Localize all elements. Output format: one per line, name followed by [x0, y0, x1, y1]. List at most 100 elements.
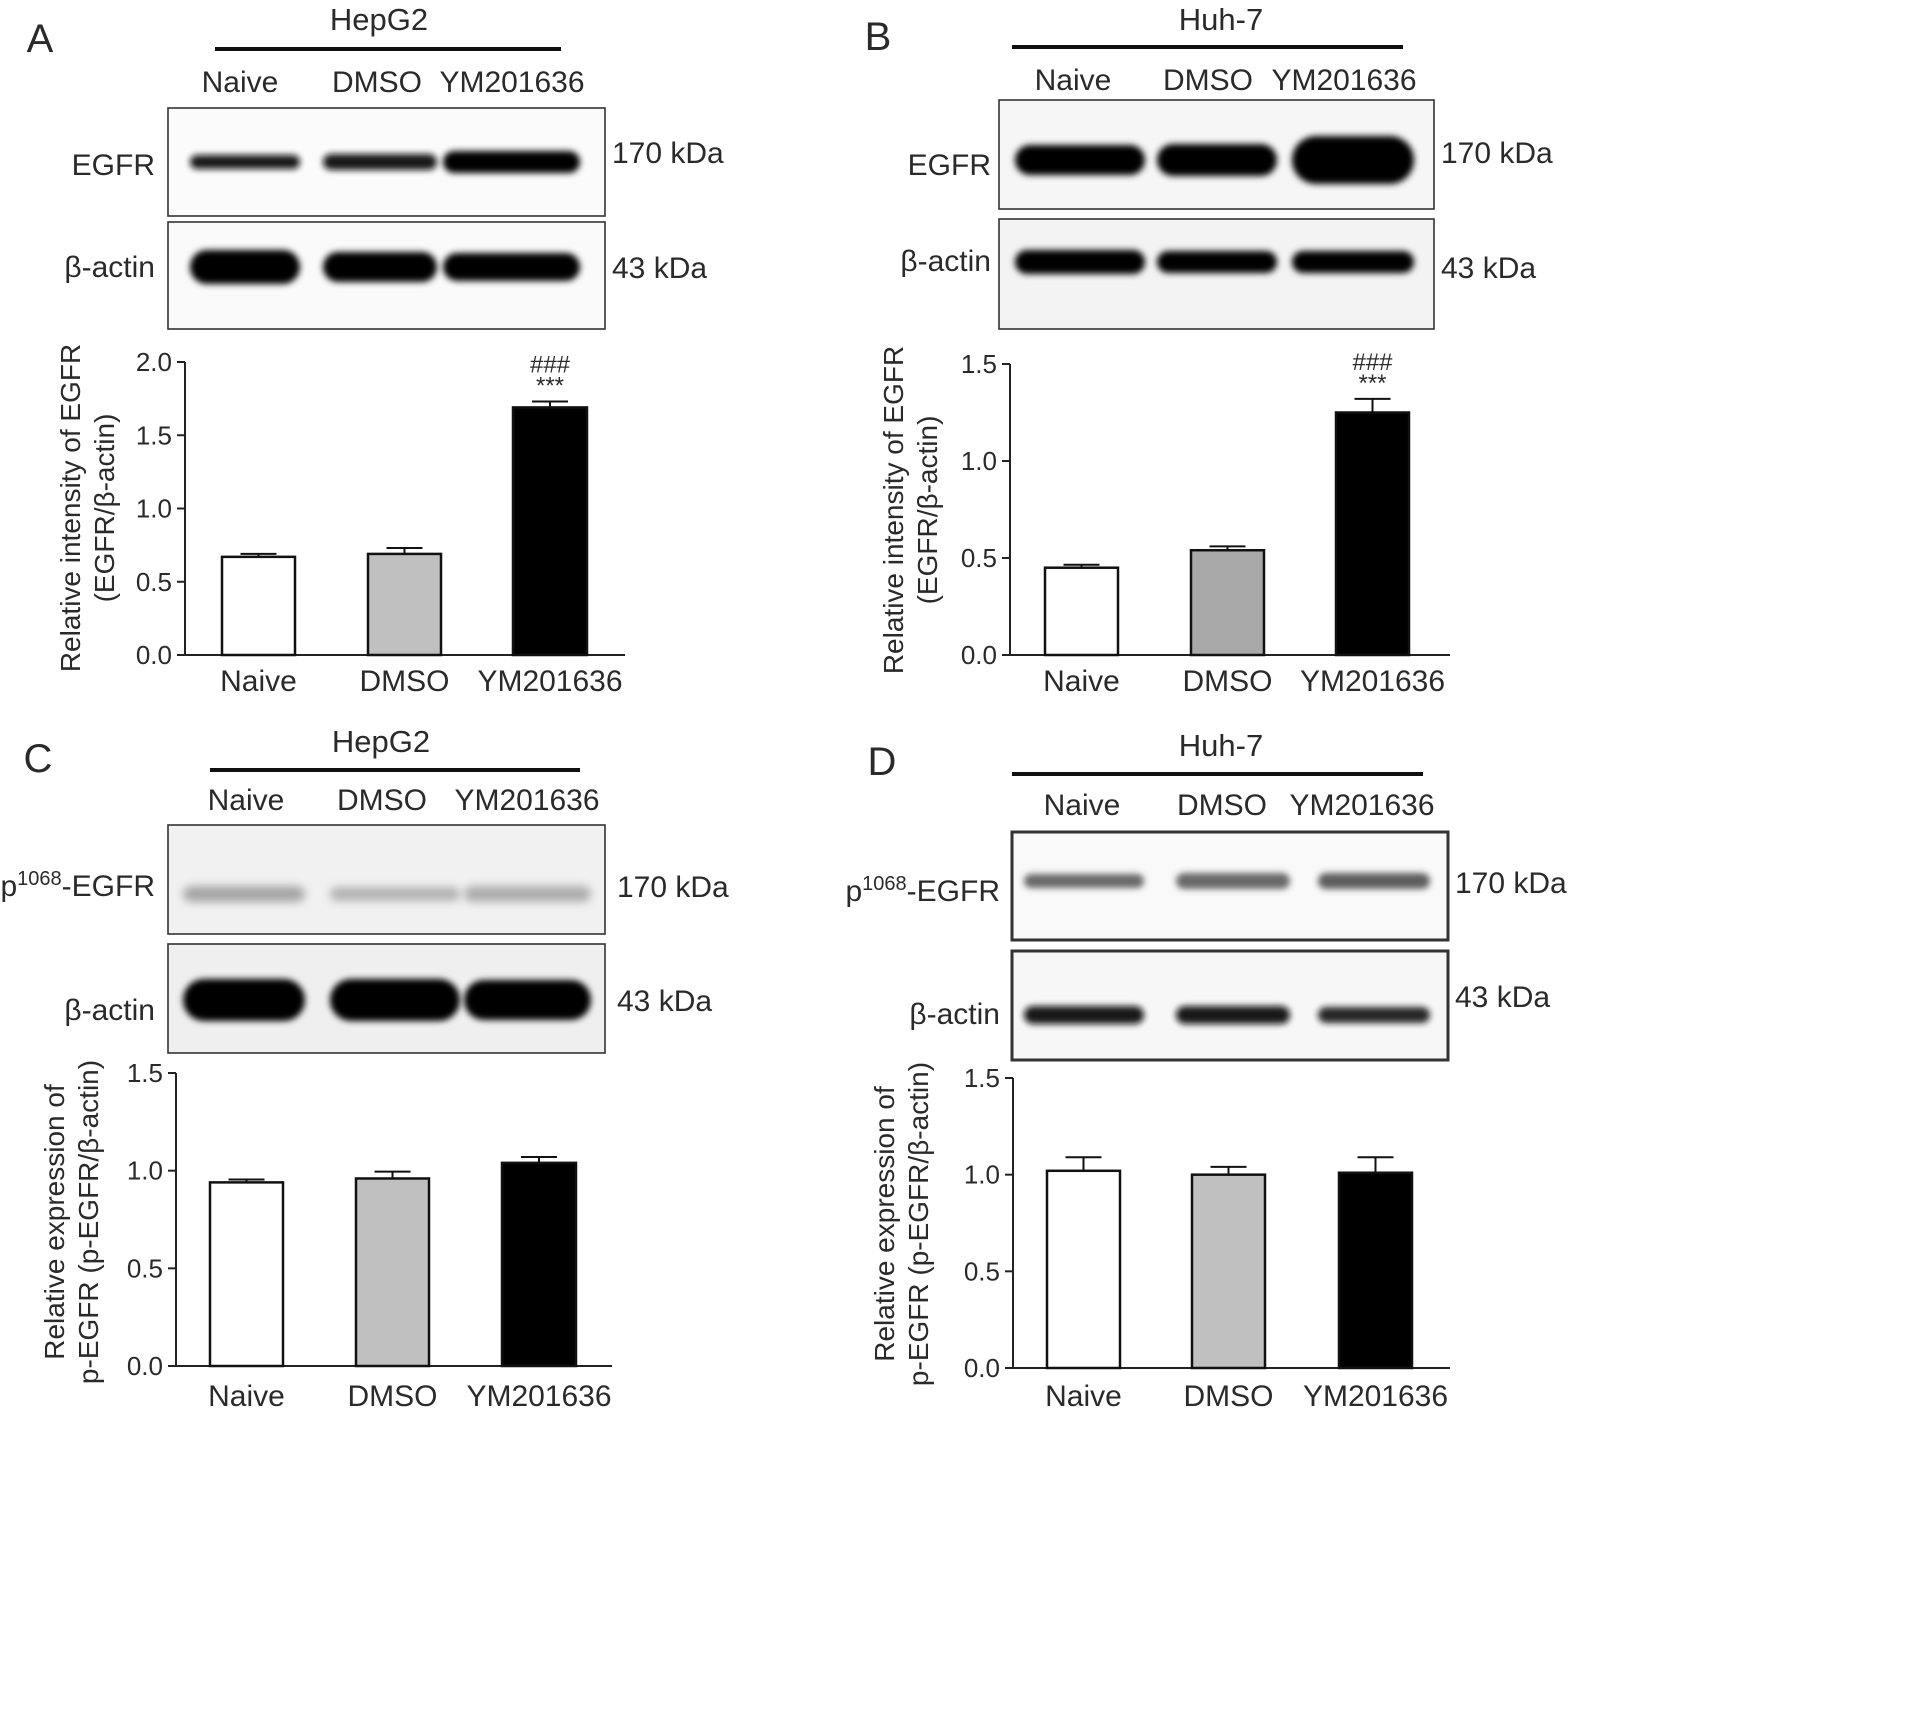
bar: [354, 1177, 431, 1368]
blot-band: [443, 151, 580, 173]
blot-band: [183, 979, 305, 1021]
blot-band: [443, 253, 580, 281]
blot-band: [1024, 1006, 1144, 1024]
x-category-label: YM201636: [466, 1380, 611, 1413]
lane-label: Naive: [1035, 64, 1112, 97]
blot-frame: [167, 824, 606, 935]
protein-superscript: 1068: [17, 868, 62, 890]
panel-c: C HepG2 Naive DMSO YM201636 p1068-EGFR 170 kDa…: [0, 724, 729, 1054]
cell-line-label: HepG2: [330, 2, 428, 37]
lane-label: Naive: [202, 66, 279, 99]
y-tick-label: 0.0: [961, 640, 997, 670]
x-category-label: DMSO: [360, 665, 450, 698]
y-axis-label: (EGFR/β-actin): [912, 416, 943, 605]
blot-band: [323, 252, 437, 282]
lane-label: DMSO: [1177, 789, 1267, 822]
panel-letter: B: [865, 15, 892, 59]
y-tick-label: 1.5: [961, 349, 997, 379]
y-tick-label: 1.0: [961, 446, 997, 476]
y-tick-label: 0.5: [127, 1253, 163, 1283]
western-blot: EGFR 170 kDa: [72, 107, 724, 217]
cell-line-label: Huh-7: [1179, 2, 1263, 37]
panel-b: B Huh-7 Naive DMSO YM201636 EGFR 170 kDa β-acti…: [865, 2, 1553, 330]
molecular-weight-label: 170 kDa: [1455, 867, 1567, 900]
western-blot: β-actin 43 kDa: [64, 221, 707, 330]
x-category-label: YM201636: [1303, 1380, 1448, 1413]
protein-label: p1068-EGFR: [0, 868, 155, 903]
blot-band: [1024, 874, 1144, 888]
lane-label: DMSO: [337, 784, 427, 817]
molecular-weight-label: 43 kDa: [617, 985, 712, 1018]
blot-band: [1157, 144, 1277, 176]
y-tick-label: 0.0: [136, 640, 172, 670]
bar: [366, 552, 443, 657]
y-tick-label: 0.5: [964, 1256, 1000, 1286]
x-category-label: Naive: [1043, 665, 1120, 698]
blot-band: [464, 886, 591, 902]
blot-band: [1176, 1006, 1290, 1024]
y-tick-label: 1.5: [136, 420, 172, 450]
protein-superscript: 1068: [862, 873, 907, 895]
blot-band: [183, 886, 305, 902]
lane-label: DMSO: [332, 66, 422, 99]
blot-band: [330, 979, 460, 1021]
western-blot: β-actin 43 kDa: [909, 949, 1550, 1062]
molecular-weight-label: 43 kDa: [612, 252, 707, 285]
blot-frame: [1010, 949, 1450, 1062]
lane-label: YM201636: [1289, 789, 1434, 822]
blot-band: [190, 155, 300, 169]
blot-band: [1176, 873, 1290, 889]
y-tick-label: 0.5: [961, 543, 997, 573]
blot-band: [1015, 250, 1145, 274]
panel-letter: D: [868, 740, 897, 784]
bar: [1337, 1171, 1414, 1370]
y-tick-label: 2.0: [136, 347, 172, 377]
bar-chart-c: 0.0 0.5 1.0 1.5 Relative expression of p-EGFR…: [39, 1058, 612, 1413]
protein-label: β-actin: [64, 994, 155, 1027]
x-category-label: DMSO: [348, 1380, 438, 1413]
x-category-label: DMSO: [1184, 1380, 1274, 1413]
x-category-label: DMSO: [1183, 665, 1273, 698]
y-axis-label: Relative intensity of EGFR: [55, 344, 86, 672]
panel-d: D Huh-7 Naive DMSO YM201636 p1068-EGFR 170 kDa…: [845, 728, 1567, 1062]
y-tick-label: 1.5: [127, 1058, 163, 1088]
y-axis-label: Relative expression of: [39, 1084, 70, 1360]
bar: [500, 1161, 578, 1368]
blot-band: [464, 980, 591, 1020]
y-tick-label: 1.0: [964, 1160, 1000, 1190]
x-category-label: YM201636: [1300, 665, 1445, 698]
lane-label: Naive: [1044, 789, 1121, 822]
x-category-label: YM201636: [477, 665, 622, 698]
x-category-label: Naive: [220, 665, 297, 698]
bar: [220, 555, 297, 657]
lane-label: Naive: [208, 784, 285, 817]
y-axis-label: p-EGFR (p-EGFR/β-actin): [73, 1060, 104, 1384]
blot-band: [330, 887, 460, 901]
bar: [1043, 566, 1120, 657]
western-blot: β-actin 43 kDa: [64, 943, 712, 1054]
significance-marker: ###: [530, 352, 571, 379]
protein-suffix: -EGFR: [62, 870, 155, 903]
bar: [511, 406, 589, 657]
y-tick-label: 0.0: [964, 1353, 1000, 1383]
bar-chart-d: 0.0 0.5 1.0 1.5 Relative expression of p-EGFR…: [869, 1062, 1450, 1413]
protein-label: EGFR: [72, 149, 155, 182]
lane-label: DMSO: [1163, 64, 1253, 97]
blot-band: [1015, 145, 1145, 175]
bar: [1190, 1173, 1267, 1370]
protein-label: p1068-EGFR: [845, 873, 1000, 908]
blot-band: [1157, 251, 1277, 273]
y-axis-label: Relative intensity of EGFR: [878, 346, 909, 674]
panel-letter: A: [27, 17, 54, 61]
western-blot: β-actin 43 kDa: [900, 218, 1536, 330]
protein-prefix: p: [845, 875, 862, 908]
molecular-weight-label: 43 kDa: [1455, 981, 1550, 1014]
bar: [1334, 411, 1411, 657]
y-axis-label: (EGFR/β-actin): [89, 414, 120, 603]
blot-band: [1292, 251, 1414, 273]
y-tick-label: 0.0: [127, 1351, 163, 1381]
lane-label: YM201636: [454, 784, 599, 817]
x-category-label: Naive: [208, 1380, 285, 1413]
bar-chart-a: 0.0 0.5 1.0 1.5 2.0 Relative intensity of EGF…: [55, 344, 625, 698]
